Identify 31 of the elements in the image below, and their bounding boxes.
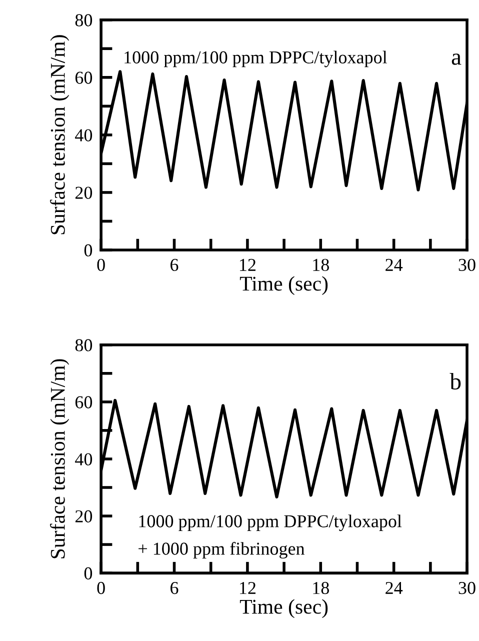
y-tick-label: 60 <box>75 396 92 408</box>
y-tick-label: 20 <box>75 186 92 199</box>
annotation: + 1000 ppm fibrinogen <box>138 542 305 559</box>
y-axis-title: Surface tension (mN/m) <box>50 359 70 558</box>
y-tick-label: 40 <box>75 129 92 142</box>
y-axis-title: Surface tension (mN/m) <box>50 35 70 234</box>
x-axis-title: Time (sec) <box>240 599 328 618</box>
x-tick-label: 18 <box>313 258 329 272</box>
annotation: b <box>450 372 461 390</box>
x-tick-label: 0 <box>97 582 105 594</box>
x-tick-label: 12 <box>240 582 256 594</box>
x-axis-title: Time (sec) <box>240 276 328 295</box>
x-tick-label: 24 <box>386 258 403 271</box>
y-tick-label: 40 <box>75 453 92 466</box>
y-tick-label: 60 <box>75 72 92 84</box>
y-tick-label: 80 <box>75 339 92 352</box>
x-tick-label: 12 <box>240 258 256 271</box>
x-tick-label: 6 <box>170 582 178 594</box>
x-tick-label: 30 <box>458 258 476 272</box>
y-tick-label: 20 <box>75 510 92 522</box>
x-tick-label: 6 <box>170 258 178 272</box>
y-tick-label: 0 <box>84 567 92 580</box>
x-tick-label: 30 <box>458 582 476 594</box>
y-tick-label: 0 <box>84 244 92 256</box>
y-tick-label: 80 <box>75 14 92 26</box>
annotation: 1000 ppm/100 ppm DPPC/tyloxapol <box>124 50 387 68</box>
annotation: a <box>452 54 462 65</box>
x-tick-label: 24 <box>386 582 403 594</box>
x-tick-label: 0 <box>97 258 105 272</box>
annotation: 1000 ppm/100 ppm DPPC/tyloxapol <box>139 514 402 532</box>
x-tick-label: 18 <box>313 582 329 594</box>
